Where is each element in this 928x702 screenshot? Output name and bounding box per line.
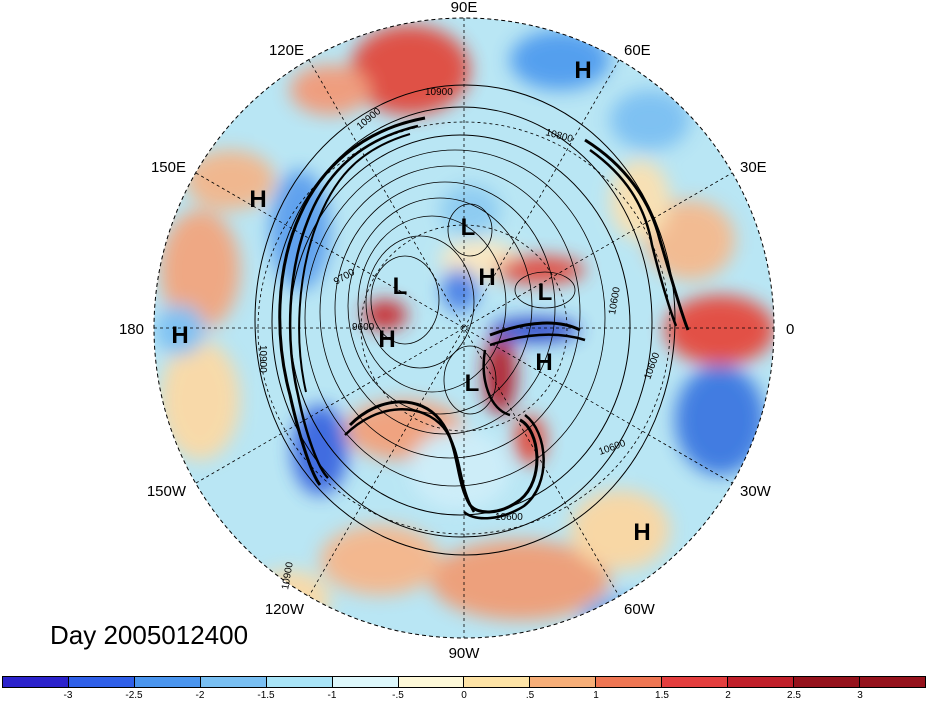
- high-pressure-center: H: [633, 519, 650, 546]
- lon-label-120w: 120W: [265, 601, 305, 618]
- colorbar-legend: -3 -2.5 -2 -1.5 -1 -.5 0 .5 1 1.5 2 2.5 3: [2, 676, 926, 702]
- low-pressure-center: L: [461, 214, 476, 241]
- lon-label-90w: 90W: [449, 645, 481, 662]
- lon-label-150w: 150W: [147, 483, 187, 500]
- lon-label-60w: 60W: [624, 601, 656, 618]
- colorbar-swatch: [266, 677, 333, 687]
- lon-label-0: 0: [786, 321, 794, 338]
- colorbar-swatch: [794, 677, 860, 687]
- high-pressure-center: H: [378, 326, 395, 353]
- lon-label-30e: 30E: [740, 159, 767, 176]
- lon-label-90e: 90E: [451, 0, 478, 16]
- colorbar-tick-label: 3: [857, 690, 863, 701]
- contour-label: 10900: [280, 561, 296, 591]
- colorbar-tick-label: 1.5: [655, 690, 669, 701]
- colorbar-swatch: [596, 677, 663, 687]
- high-pressure-center: H: [574, 57, 591, 84]
- graticule: [154, 18, 774, 638]
- colorbar-swatch: [398, 677, 465, 687]
- colorbar-tick-label: -3: [63, 690, 73, 701]
- low-pressure-center: L: [538, 279, 553, 306]
- high-pressure-center: H: [478, 264, 495, 291]
- colorbar-tick-label: -2.5: [125, 690, 143, 701]
- map-title: Day 2005012400: [50, 620, 249, 650]
- colorbar-tick-label: 2.5: [787, 690, 801, 701]
- contour-label: 9600: [352, 322, 375, 333]
- contour-label: 10900: [257, 345, 268, 373]
- colorbar-ticks: -3 -2.5 -2 -1.5 -1 -.5 0 .5 1 1.5 2 2.5 3: [2, 688, 926, 702]
- colorbar-swatch: [68, 677, 135, 687]
- contour-label: 10900: [425, 87, 453, 98]
- colorbar-tick-label: -2: [195, 690, 205, 701]
- colorbar-tick-label: -1.5: [257, 690, 275, 701]
- colorbar-swatch: [859, 677, 925, 687]
- low-pressure-center: L: [465, 370, 480, 397]
- contour-label: 10600: [607, 286, 623, 316]
- colorbar-swatch: [662, 677, 729, 687]
- colorbar-tick-label: 0: [461, 690, 467, 701]
- high-pressure-center: H: [535, 349, 552, 376]
- colorbar-tick-label: -1: [327, 690, 337, 701]
- height-contours: [254, 84, 690, 556]
- low-pressure-center: L: [393, 273, 408, 300]
- colorbar-swatch: [3, 677, 69, 687]
- lon-label-150e: 150E: [151, 159, 186, 176]
- lon-label-30w: 30W: [740, 483, 772, 500]
- colorbar-swatch: [134, 677, 201, 687]
- high-pressure-center: H: [171, 322, 188, 349]
- colorbar-swatches: [2, 676, 926, 688]
- colorbar-swatch: [464, 677, 531, 687]
- lon-label-180: 180: [119, 321, 144, 338]
- lon-label-120e: 120E: [269, 42, 304, 59]
- lon-label-60e: 60E: [624, 42, 651, 59]
- colorbar-swatch: [200, 677, 267, 687]
- colorbar-tick-label: 1: [593, 690, 599, 701]
- map-boundary: [153, 17, 775, 639]
- colorbar-tick-label: .5: [525, 690, 535, 701]
- colorbar-tick-label: -.5: [392, 690, 404, 701]
- high-pressure-center: H: [249, 186, 266, 213]
- colorbar-tick-label: 2: [725, 690, 731, 701]
- colorbar-swatch: [332, 677, 399, 687]
- colorbar-swatch: [728, 677, 795, 687]
- contour-label: 10600: [495, 512, 523, 523]
- colorbar-swatch: [530, 677, 597, 687]
- anomaly-field: [154, 18, 774, 638]
